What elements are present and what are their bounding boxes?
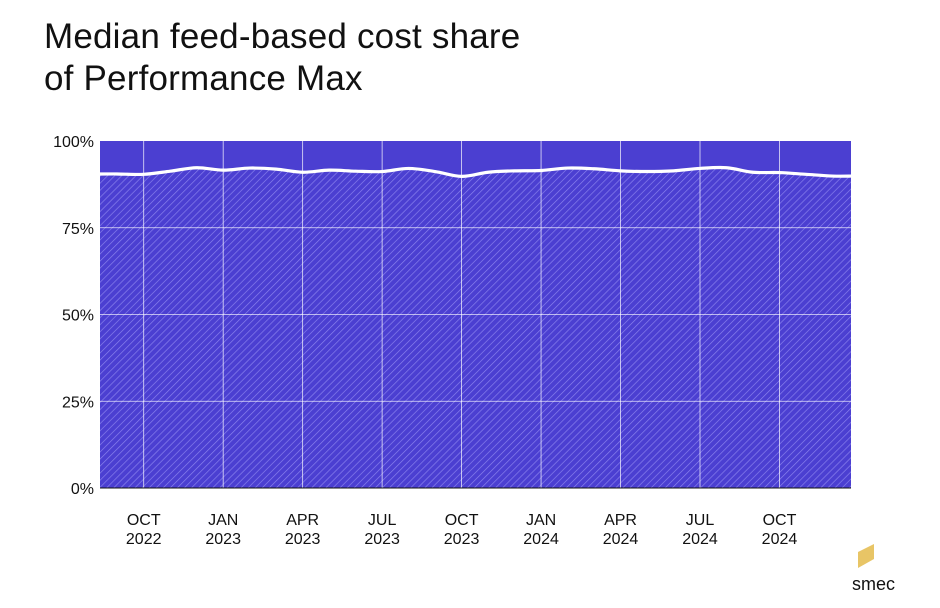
y-tick-label: 100% xyxy=(53,134,94,151)
data-point xyxy=(195,166,198,169)
smec-logo-text: smec xyxy=(852,574,896,594)
data-point xyxy=(434,170,437,173)
series-line xyxy=(100,165,851,178)
data-point xyxy=(169,170,172,173)
x-tick-label: JAN 2024 xyxy=(523,512,559,548)
x-tick-label: JAN 2023 xyxy=(205,512,241,548)
data-point xyxy=(354,170,357,173)
y-tick-label: 0% xyxy=(71,481,94,498)
smec-logo: smec xyxy=(852,544,900,598)
y-tick-label: 75% xyxy=(62,221,94,238)
smec-logo-mark-icon xyxy=(858,544,874,568)
y-tick-label: 25% xyxy=(62,394,94,411)
data-point xyxy=(752,171,755,174)
data-point xyxy=(646,170,649,173)
data-point xyxy=(248,167,251,170)
data-point xyxy=(566,167,569,170)
x-tick-label: JUL 2024 xyxy=(682,512,718,548)
data-point xyxy=(142,173,145,176)
chart-title-line-2: of Performance Max xyxy=(44,59,363,98)
x-tick-label: APR 2024 xyxy=(603,512,639,548)
area-fill xyxy=(100,167,851,488)
data-point xyxy=(116,173,119,176)
data-point xyxy=(513,169,516,172)
x-tick-label: OCT 2022 xyxy=(126,512,162,548)
x-tick-label: JUL 2023 xyxy=(364,512,400,548)
x-tick-label: APR 2023 xyxy=(285,512,321,548)
data-point xyxy=(619,169,622,172)
data-point xyxy=(301,171,304,174)
data-point xyxy=(593,167,596,170)
data-point xyxy=(725,166,728,169)
data-point xyxy=(407,167,410,170)
x-tick-label: OCT 2023 xyxy=(444,512,480,548)
x-tick-label: OCT 2024 xyxy=(762,512,798,548)
chart-title-line-1: Median feed-based cost share xyxy=(44,17,521,56)
data-point xyxy=(487,171,490,174)
data-point xyxy=(460,175,463,178)
data-point xyxy=(540,169,543,172)
data-point xyxy=(805,173,808,176)
chart-title: Median feed-based cost share of Performa… xyxy=(44,16,520,100)
data-point xyxy=(381,170,384,173)
data-point xyxy=(328,169,331,172)
data-point xyxy=(831,175,834,178)
data-point xyxy=(699,167,702,170)
y-tick-label: 50% xyxy=(62,308,94,325)
data-point xyxy=(778,171,781,174)
data-point xyxy=(222,169,225,172)
data-point xyxy=(275,168,278,171)
data-point xyxy=(672,169,675,172)
